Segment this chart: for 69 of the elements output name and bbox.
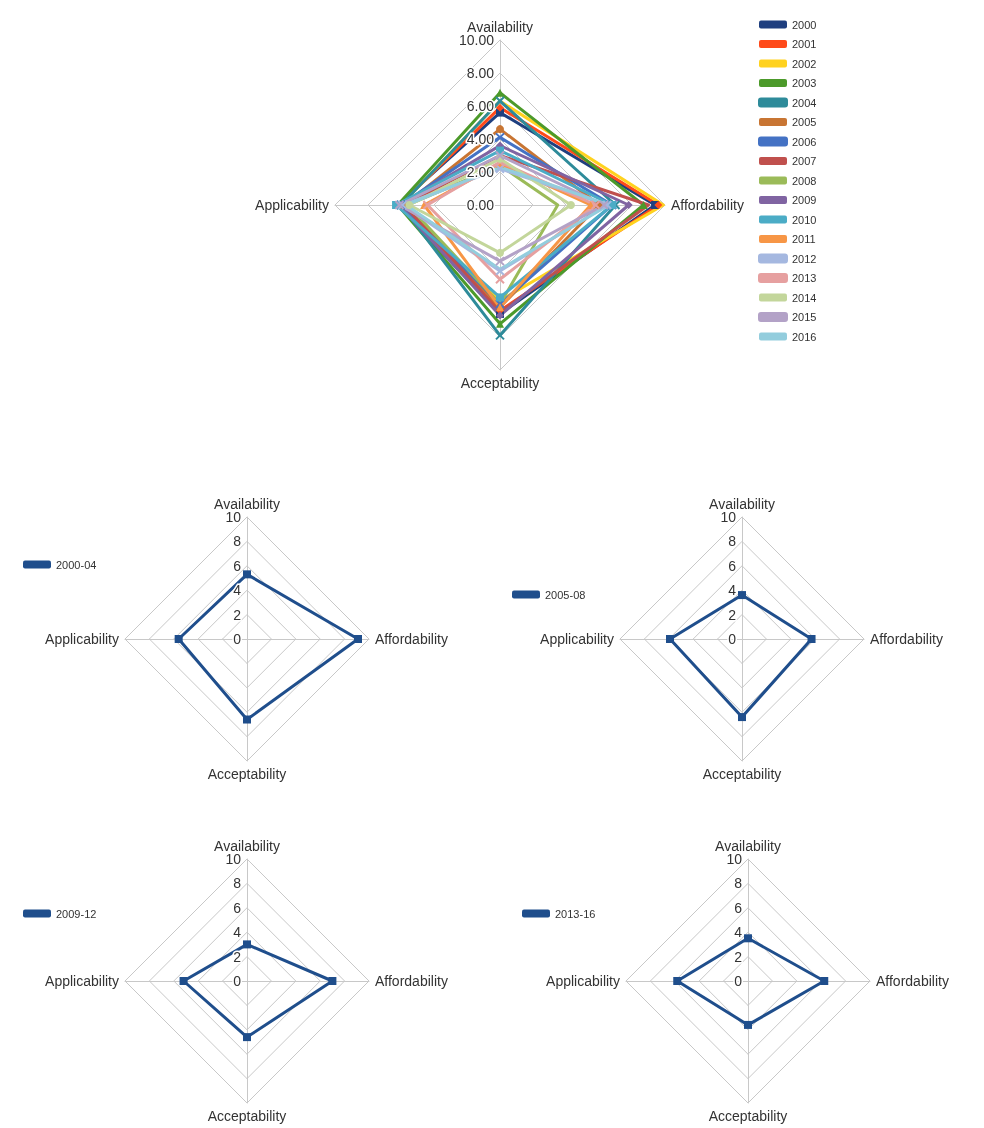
legend-label: 2010 bbox=[792, 213, 817, 226]
spoke-label: Applicability bbox=[255, 197, 329, 213]
legend-label: 2006 bbox=[792, 135, 817, 148]
spoke-label: Acceptability bbox=[702, 766, 782, 782]
spoke-label: Applicability bbox=[540, 631, 614, 647]
y-tick-label: 8 bbox=[233, 875, 242, 892]
y-tick-label: 6 bbox=[734, 899, 743, 916]
y-tick-label: 0.00 bbox=[466, 197, 495, 213]
legend-label: 2003 bbox=[792, 77, 817, 89]
legend-label: 2015 bbox=[792, 311, 817, 323]
y-tick-label: 10 bbox=[225, 509, 242, 525]
y-tick-label: 4 bbox=[728, 582, 737, 599]
spoke-label: Affordability bbox=[876, 973, 949, 989]
spoke-label: Acceptability bbox=[207, 766, 287, 782]
spoke-label: Affordability bbox=[870, 631, 943, 647]
y-tick-label: 10 bbox=[720, 509, 737, 525]
y-tick-label: 6 bbox=[233, 899, 242, 916]
legend-label: 2011 bbox=[792, 233, 816, 245]
y-tick-label: 0 bbox=[734, 973, 743, 989]
spoke-label: Availability bbox=[214, 496, 280, 512]
spoke-label: Affordability bbox=[375, 631, 448, 647]
spoke-label: Acceptability bbox=[207, 1108, 287, 1124]
y-tick-label: 4 bbox=[233, 924, 242, 941]
spoke-label: Acceptability bbox=[460, 375, 540, 391]
legend-label: 2004 bbox=[792, 96, 817, 109]
y-tick-label: 10 bbox=[726, 851, 743, 867]
spoke-label: Affordability bbox=[671, 197, 744, 213]
y-tick-label: 2 bbox=[728, 606, 737, 623]
spoke-label: Acceptability bbox=[708, 1108, 788, 1124]
y-tick-label: 8 bbox=[734, 875, 743, 892]
spoke-label: Applicability bbox=[546, 973, 620, 989]
legend-label: 2005 bbox=[792, 116, 817, 128]
legend-label: 2000 bbox=[792, 18, 817, 31]
spoke-label: Availability bbox=[214, 838, 280, 854]
y-tick-label: 8 bbox=[233, 533, 242, 550]
legend-label: 2009 bbox=[792, 194, 817, 206]
legend-label: 2000-04 bbox=[56, 558, 97, 571]
legend-label: 2013-16 bbox=[555, 907, 596, 920]
legend-label: 2016 bbox=[792, 330, 817, 343]
y-tick-label: 4 bbox=[233, 582, 242, 599]
y-tick-label: 10.00 bbox=[458, 32, 495, 48]
y-tick-label: 2 bbox=[233, 606, 242, 623]
y-tick-label: 10 bbox=[225, 851, 242, 867]
y-tick-label: 2 bbox=[233, 948, 242, 965]
y-tick-label: 2.00 bbox=[466, 164, 495, 180]
y-tick-label: 4 bbox=[734, 924, 743, 941]
legend-label: 2001 bbox=[792, 38, 817, 50]
legend-label: 2008 bbox=[792, 174, 817, 187]
y-tick-label: 0 bbox=[728, 631, 737, 647]
y-tick-label: 0 bbox=[233, 973, 242, 989]
spoke-label: Applicability bbox=[45, 631, 119, 647]
spoke-label: Applicability bbox=[45, 973, 119, 989]
y-tick-label: 8 bbox=[728, 533, 737, 550]
legend-label: 2012 bbox=[792, 252, 817, 265]
y-tick-label: 6 bbox=[233, 557, 242, 574]
spoke-label: Availability bbox=[709, 496, 775, 512]
legend-label: 2002 bbox=[792, 57, 817, 70]
legend-label: 2009-12 bbox=[56, 907, 97, 920]
legend-label: 2014 bbox=[792, 291, 817, 304]
spoke-label: Availability bbox=[715, 838, 781, 854]
y-tick-label: 8.00 bbox=[466, 65, 495, 81]
legend-label: 2013 bbox=[792, 272, 817, 284]
legend-label: 2007 bbox=[792, 155, 817, 167]
y-tick-label: 6 bbox=[728, 557, 737, 574]
y-tick-label: 2 bbox=[734, 948, 743, 965]
y-tick-label: 0 bbox=[233, 631, 242, 647]
spoke-label: Affordability bbox=[375, 973, 448, 989]
spoke-label: Availability bbox=[467, 19, 533, 35]
legend-label: 2005-08 bbox=[545, 588, 586, 601]
